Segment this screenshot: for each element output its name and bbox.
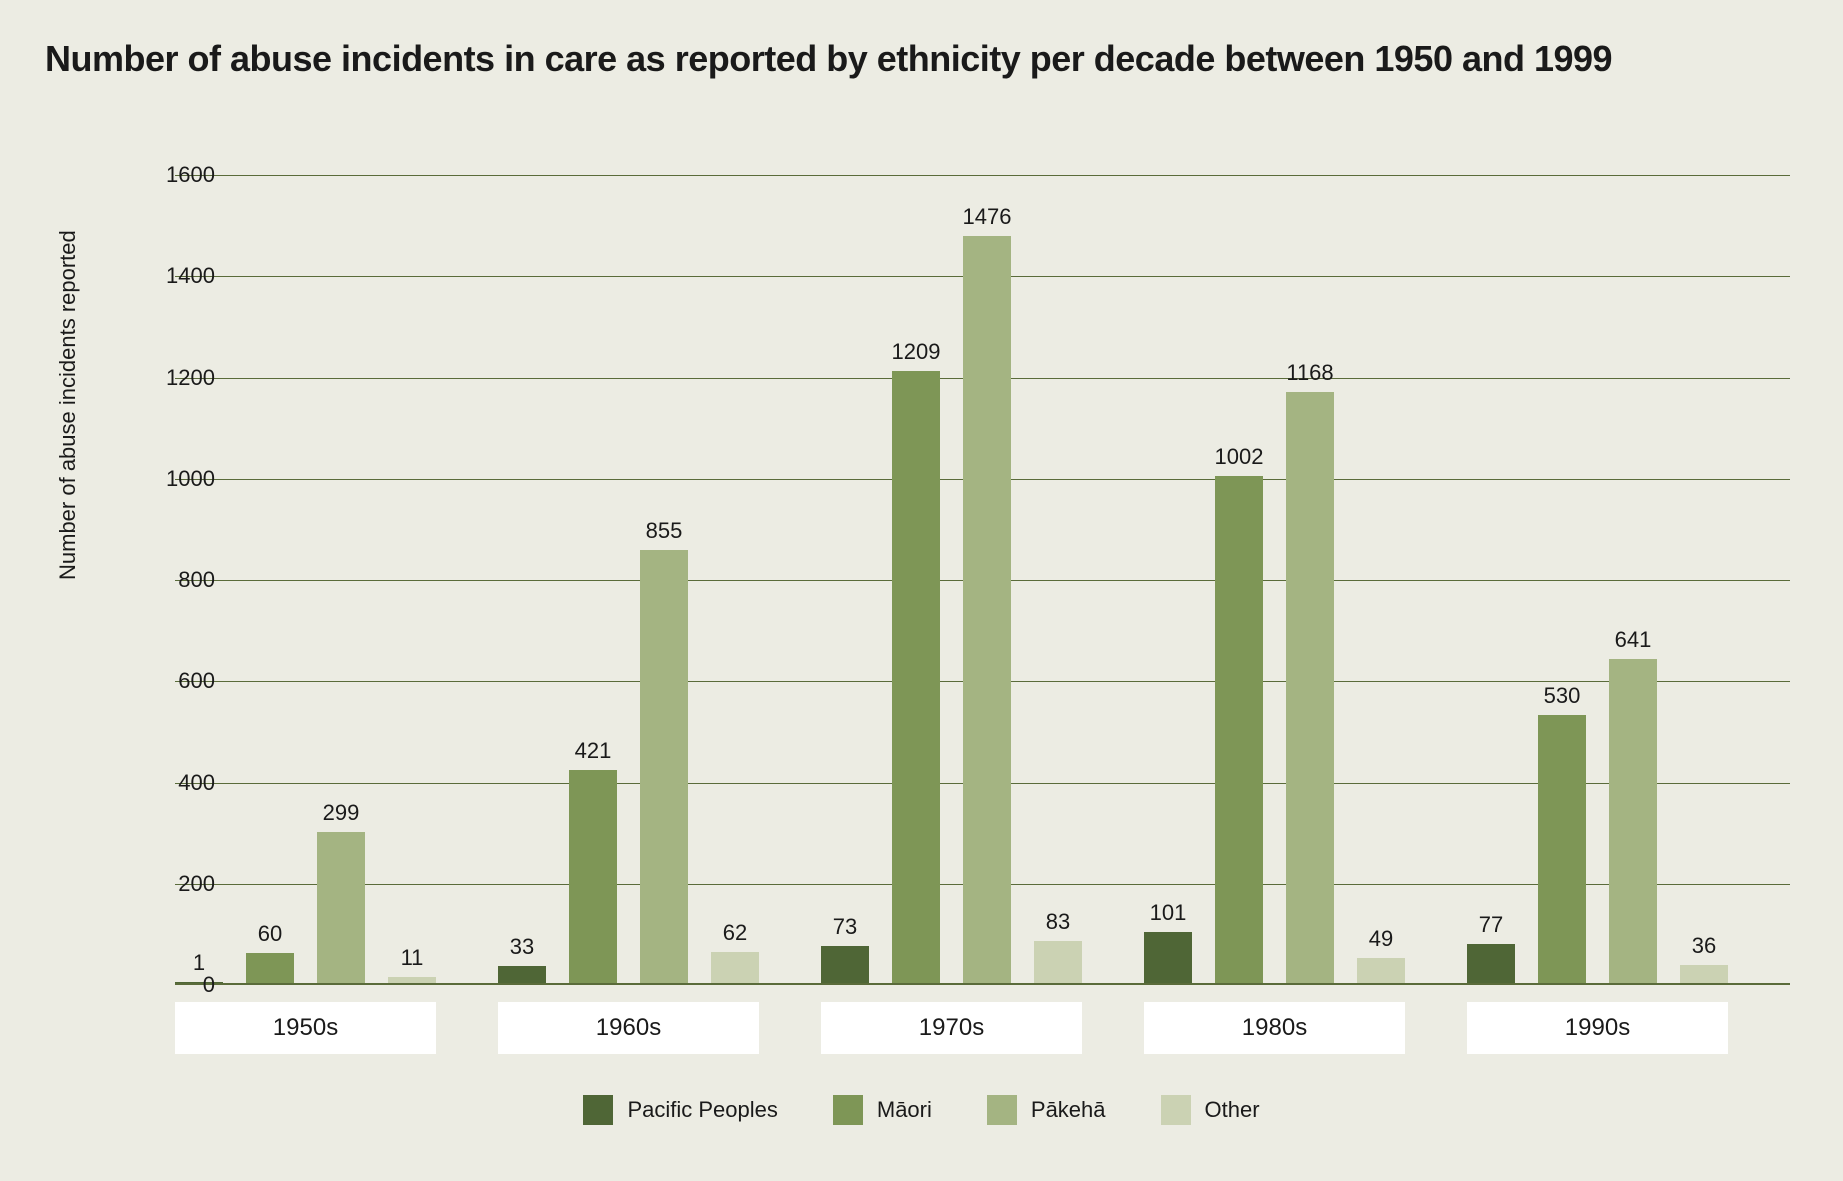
bar-value-label: 11: [401, 945, 424, 971]
bar-value-label: 62: [723, 920, 747, 946]
bar-value-label: 855: [646, 518, 683, 544]
bar: 11: [388, 977, 436, 983]
y-tick-label: 200: [145, 871, 215, 897]
bar-value-label: 33: [510, 934, 534, 960]
legend-item: Māori: [833, 1095, 932, 1125]
bar: 530: [1538, 715, 1586, 983]
chart-legend: Pacific Peoples Māori Pākehā Other: [0, 1095, 1843, 1125]
y-tick-label: 1200: [145, 365, 215, 391]
bar-group: 101 1002 1168 49: [1144, 175, 1405, 983]
bar-value-label: 36: [1692, 933, 1716, 959]
bar-value-label: 77: [1479, 912, 1503, 938]
bar-value-label: 73: [833, 914, 857, 940]
bar: 33: [498, 966, 546, 983]
legend-label: Māori: [877, 1097, 932, 1123]
bar: 1476: [963, 236, 1011, 983]
bar-value-label: 641: [1615, 627, 1652, 653]
y-tick-label: 600: [145, 668, 215, 694]
bar: 77: [1467, 944, 1515, 983]
y-tick-label: 1600: [145, 162, 215, 188]
y-tick-label: 1000: [145, 466, 215, 492]
legend-label: Pākehā: [1031, 1097, 1106, 1123]
legend-swatch: [1161, 1095, 1191, 1125]
y-tick-label: 1400: [145, 263, 215, 289]
x-tick-label: 1990s: [1467, 1002, 1728, 1054]
legend-swatch: [583, 1095, 613, 1125]
bar-value-label: 1168: [1286, 360, 1333, 386]
bar: 641: [1609, 659, 1657, 984]
x-tick-label: 1950s: [175, 1002, 436, 1054]
y-tick-label: 0: [145, 972, 215, 998]
legend-item: Pacific Peoples: [583, 1095, 777, 1125]
bar: 73: [821, 946, 869, 983]
bar: 1209: [892, 371, 940, 983]
legend-label: Other: [1205, 1097, 1260, 1123]
bar-value-label: 1209: [892, 339, 941, 365]
bar-value-label: 421: [575, 738, 612, 764]
legend-item: Other: [1161, 1095, 1260, 1125]
bar-group: 77 530 641 36: [1467, 175, 1728, 983]
bar-value-label: 1002: [1215, 444, 1264, 470]
legend-item: Pākehā: [987, 1095, 1106, 1125]
bar: 62: [711, 952, 759, 983]
bar: 60: [246, 953, 294, 983]
x-tick-label: 1960s: [498, 1002, 759, 1054]
x-tick-label: 1980s: [1144, 1002, 1405, 1054]
bar: 1168: [1286, 392, 1334, 983]
y-axis-label: Number of abuse incidents reported: [55, 230, 81, 580]
bar: 299: [317, 832, 365, 983]
bar: 49: [1357, 958, 1405, 983]
bar: 36: [1680, 965, 1728, 983]
y-tick-label: 400: [145, 770, 215, 796]
x-tick-label: 1970s: [821, 1002, 1082, 1054]
legend-swatch: [987, 1095, 1017, 1125]
chart-title: Number of abuse incidents in care as rep…: [45, 38, 1612, 80]
chart-plot-area: 1602991133421855627312091476831011002116…: [175, 175, 1790, 985]
bar-value-label: 101: [1150, 900, 1187, 926]
bar: 101: [1144, 932, 1192, 983]
y-tick-label: 800: [145, 567, 215, 593]
legend-swatch: [833, 1095, 863, 1125]
bar-value-label: 83: [1046, 909, 1070, 935]
bar-value-label: 1476: [963, 204, 1012, 230]
bar: 1002: [1215, 476, 1263, 983]
bar-group: 73 1209 1476 83: [821, 175, 1082, 983]
bar: 83: [1034, 941, 1082, 983]
legend-label: Pacific Peoples: [627, 1097, 777, 1123]
bar: 855: [640, 550, 688, 983]
bar-value-label: 299: [323, 800, 360, 826]
bar-value-label: 530: [1544, 683, 1581, 709]
bar: 421: [569, 770, 617, 983]
bar-value-label: 60: [258, 921, 282, 947]
bar-group: 33 421 855 62: [498, 175, 759, 983]
bar-value-label: 49: [1369, 926, 1393, 952]
